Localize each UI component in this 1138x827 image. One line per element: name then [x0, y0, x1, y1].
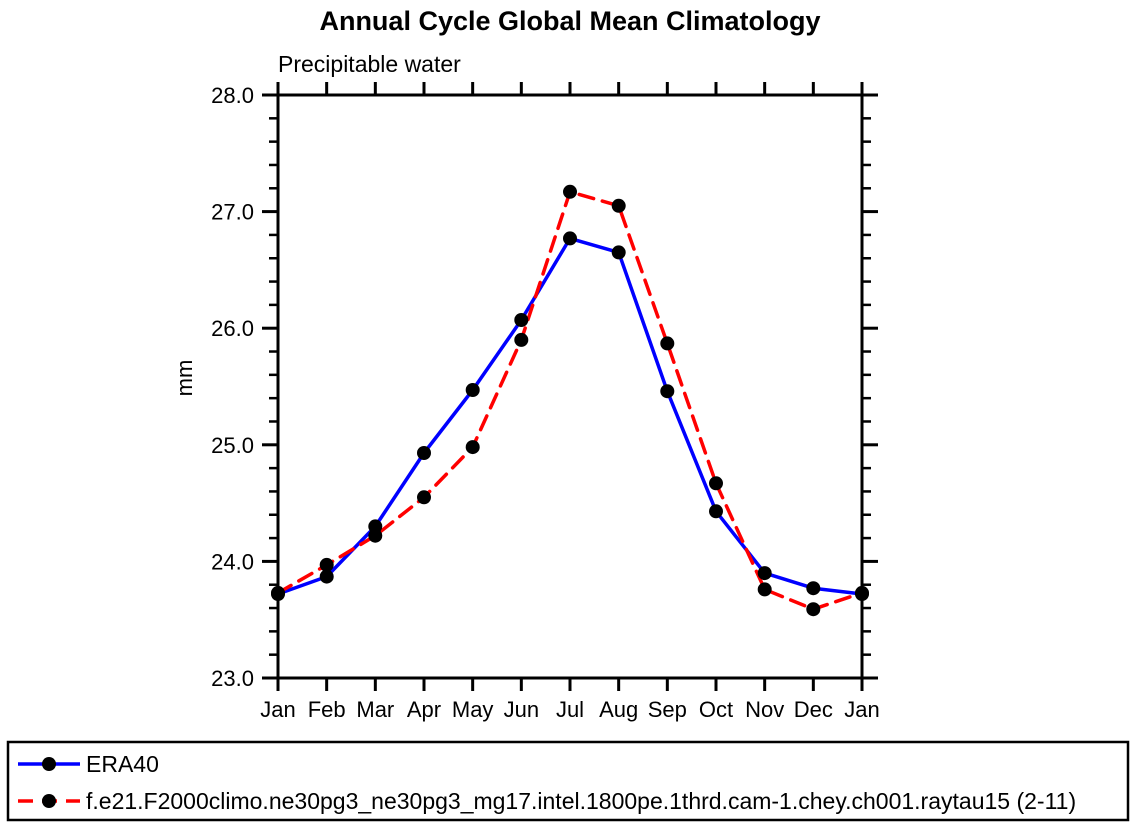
- data-point-marker: [611, 245, 626, 260]
- x-tick-label: Nov: [745, 697, 784, 722]
- x-tick-label: Jul: [556, 697, 584, 722]
- legend-marker-icon: [42, 757, 56, 771]
- x-tick-label: Jan: [844, 697, 879, 722]
- y-tick-label: 25.0: [211, 433, 254, 458]
- x-tick-label: Mar: [356, 697, 394, 722]
- series-line-model: [276, 190, 864, 611]
- x-tick-label: May: [452, 697, 494, 722]
- data-point-marker: [660, 336, 675, 351]
- data-point-marker: [709, 476, 723, 491]
- data-point-marker: [465, 383, 480, 397]
- legend-label-era40: ERA40: [86, 751, 159, 777]
- data-point-marker: [514, 332, 529, 347]
- data-point-marker: [514, 313, 529, 327]
- x-tick-label: Feb: [308, 697, 346, 722]
- legend-label-model: f.e21.F2000climo.ne30pg3_ne30pg3_mg17.in…: [86, 788, 1076, 814]
- data-point-marker: [368, 528, 383, 543]
- data-point-marker: [806, 581, 821, 596]
- y-axis-label: mm: [172, 360, 197, 397]
- y-tick-label: 26.0: [211, 316, 254, 341]
- data-point-marker: [417, 446, 431, 460]
- plot-frame: [276, 93, 864, 680]
- x-tick-label: Oct: [699, 697, 733, 722]
- legend: ERA40 f.e21.F2000climo.ne30pg3_ne30pg3_m…: [6, 740, 1130, 822]
- y-tick-label: 23.0: [211, 666, 254, 691]
- data-point-marker: [660, 384, 675, 399]
- data-point-marker: [417, 490, 431, 505]
- x-tick-label: Aug: [599, 697, 638, 722]
- x-tick-label: Dec: [794, 697, 833, 722]
- data-point-marker: [855, 585, 869, 600]
- plot-series: [271, 184, 869, 617]
- data-point-marker: [465, 440, 480, 455]
- chart-subtitle: Precipitable water: [278, 51, 461, 77]
- legend-box: [6, 740, 1130, 822]
- x-tick-label: Apr: [407, 697, 441, 722]
- x-tick-label: Jun: [504, 697, 539, 722]
- data-point-marker: [709, 504, 723, 519]
- y-tick-label: 28.0: [211, 83, 254, 108]
- data-point-marker: [319, 569, 334, 584]
- legend-marker-icon: [42, 794, 56, 808]
- data-point-marker: [806, 602, 821, 617]
- chart-title: Annual Cycle Global Mean Climatology: [319, 6, 820, 36]
- data-point-marker: [319, 557, 334, 572]
- data-point-marker: [757, 582, 772, 597]
- data-point-marker: [271, 585, 285, 600]
- y-tick-label: 27.0: [211, 200, 254, 225]
- data-point-marker: [563, 184, 577, 199]
- data-point-marker: [563, 231, 577, 246]
- y-tick-label: 24.0: [211, 549, 254, 574]
- data-point-marker: [757, 566, 772, 581]
- x-tick-label: Jan: [260, 697, 295, 722]
- plot-axes: 23.0 24.0 25.0 26.0 27.0 28.0 Jan Feb Mar Apr May J…: [211, 82, 880, 722]
- data-point-marker: [611, 198, 626, 213]
- x-tick-label: Sep: [648, 697, 687, 722]
